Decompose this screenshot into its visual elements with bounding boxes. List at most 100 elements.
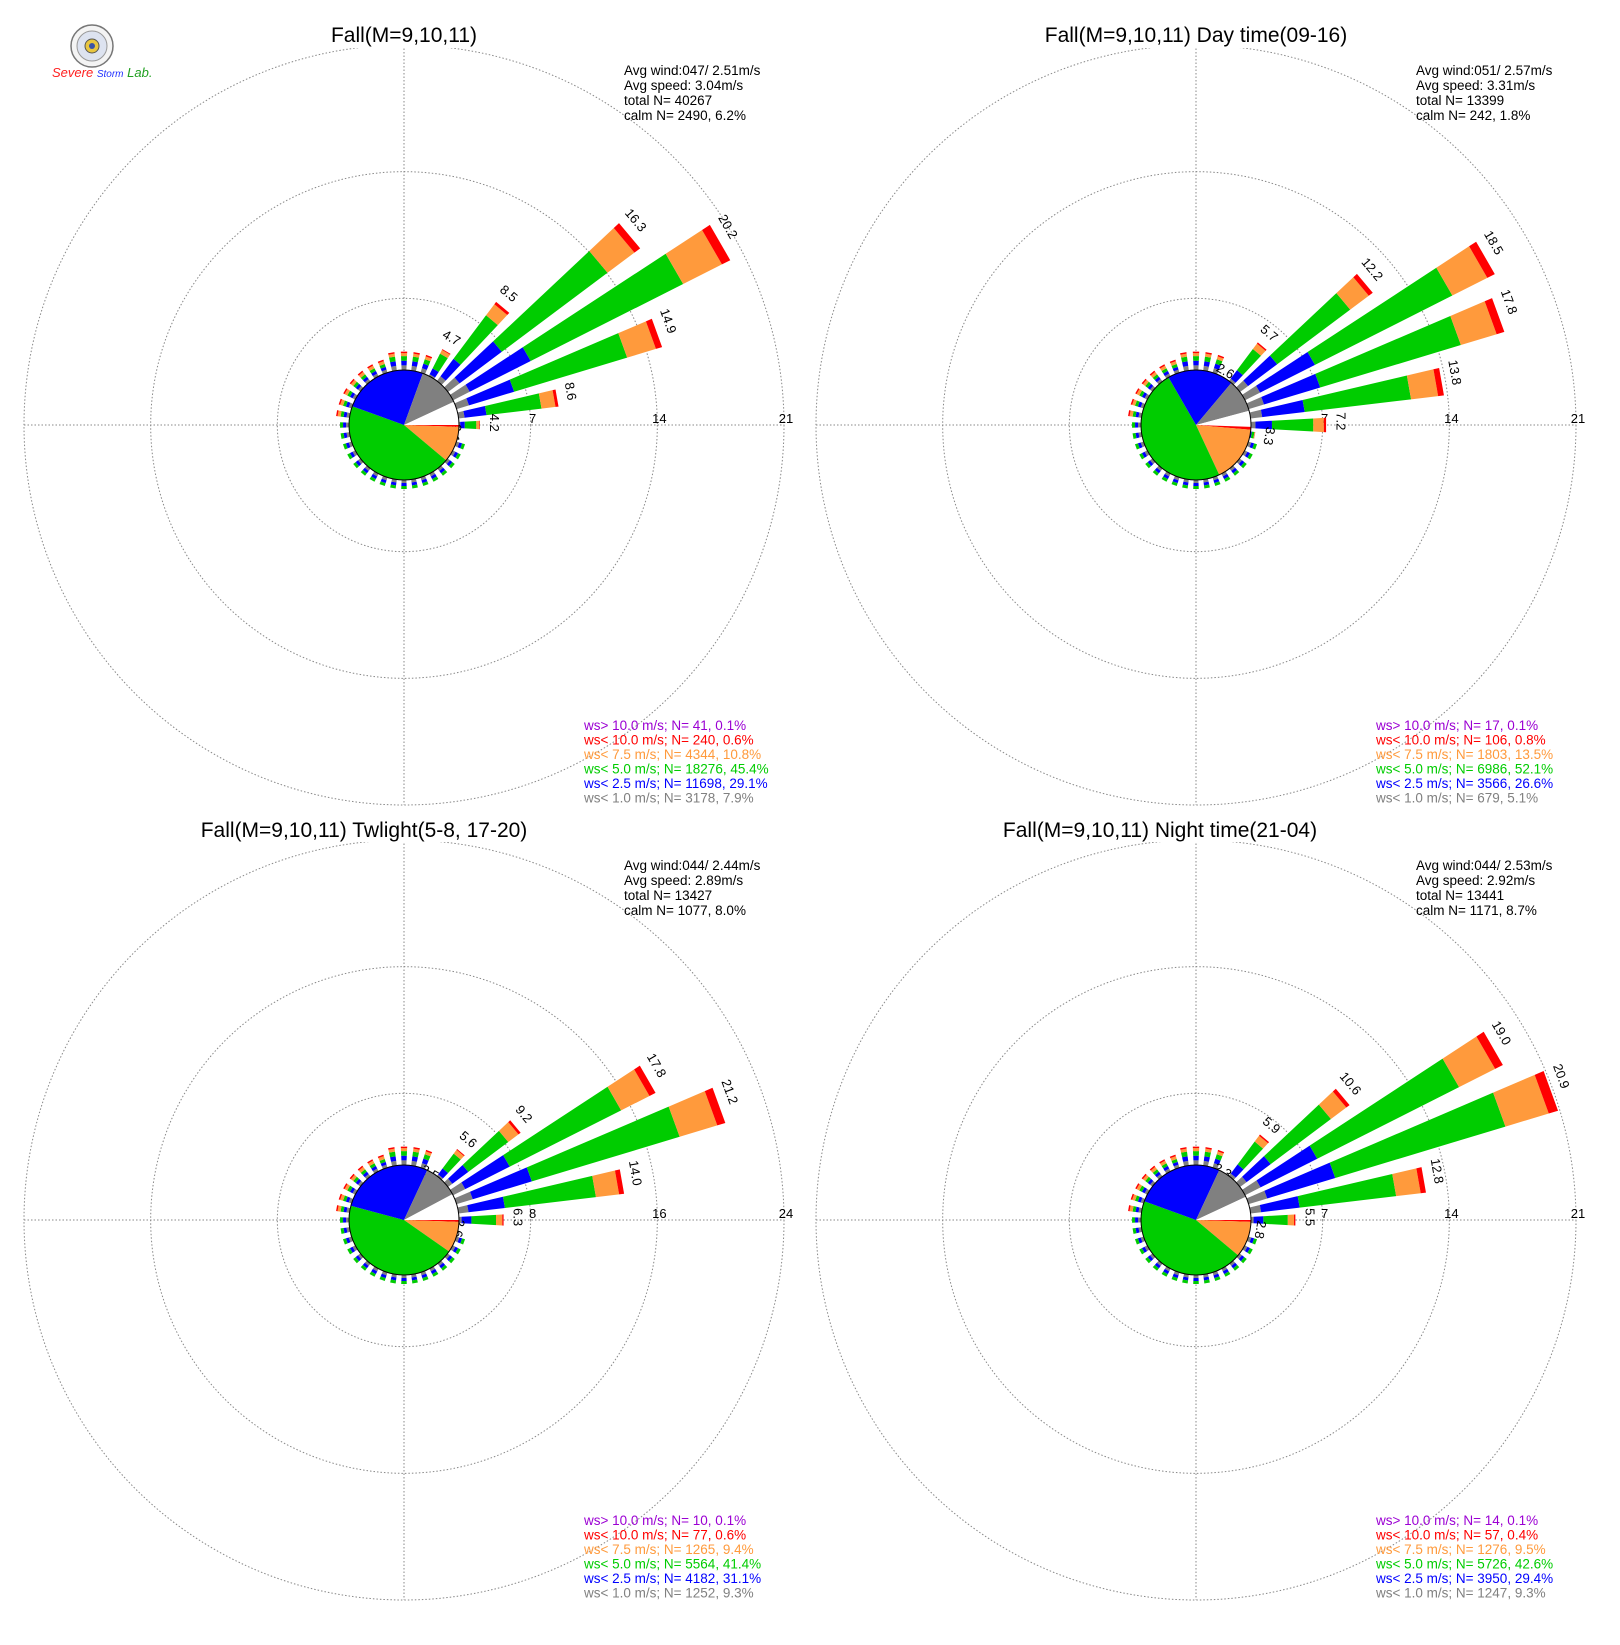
minor-petal-segment (340, 432, 345, 439)
ring-label: 21 (779, 411, 793, 426)
minor-petal-segment (401, 1280, 407, 1284)
minor-petal-segment (369, 368, 376, 374)
minor-petal-segment (340, 1217, 344, 1223)
minor-petal-segment (1152, 1264, 1159, 1271)
minor-petal-segment (1193, 1160, 1199, 1166)
calm-circle-slice (1196, 410, 1251, 427)
ring-label: 14 (1444, 1206, 1458, 1221)
minor-petal-segment (413, 353, 420, 358)
petal-segment (1254, 1135, 1269, 1149)
minor-petal-segment (1171, 1158, 1178, 1164)
minor-petal-segment (1163, 370, 1170, 377)
minor-petal-segment (1139, 1185, 1145, 1192)
calm-circle-slice (1196, 1220, 1251, 1256)
minor-petal-segment (1142, 379, 1149, 387)
petal-segment (1260, 399, 1305, 418)
minor-petal-segment (345, 442, 351, 449)
minor-petal-segment (1203, 484, 1210, 489)
logo-text-storm: Storm (96, 69, 124, 80)
minor-petal-segment (379, 481, 386, 487)
minor-petal-segment (372, 1168, 379, 1174)
petal-value-label: 2.8 (1251, 1220, 1269, 1240)
calm-circle-slice (404, 1170, 453, 1220)
minor-petal-segment (452, 451, 459, 458)
legend-entry: ws< 10.0 m/s; N= 77, 0.6% (583, 1528, 746, 1543)
minor-petal-segment (400, 1151, 408, 1156)
minor-petal-segment (1154, 1262, 1161, 1269)
petal-segment (460, 421, 465, 429)
minor-petal-segment (420, 475, 427, 481)
petal-segment (444, 1178, 453, 1188)
petal-segment (1250, 421, 1256, 429)
petal-segment (1259, 1134, 1270, 1144)
minor-petal-segment (429, 471, 436, 477)
petal-segment (503, 1086, 622, 1167)
minor-petal-segment (355, 383, 362, 390)
stats-line: Avg wind:047/ 2.51m/s (624, 63, 761, 78)
minor-petal-segment (1132, 399, 1137, 406)
minor-petal-segment (1141, 1173, 1147, 1180)
minor-petal-segment (1213, 478, 1220, 484)
minor-petal-segment (367, 364, 374, 369)
minor-petal-segment (349, 1173, 355, 1180)
minor-petal-segment (1137, 1196, 1143, 1203)
minor-petal-segment (1140, 402, 1146, 409)
minor-petal-segment (1129, 1205, 1134, 1212)
minor-petal-segment (343, 1183, 348, 1190)
minor-petal-segment (444, 458, 451, 465)
minor-petal-segment (342, 400, 348, 407)
petal-value-label: 21.2 (718, 1077, 741, 1106)
petal-segment (1336, 277, 1369, 310)
minor-petal-segment (1192, 1151, 1200, 1156)
minor-petal-segment (348, 1236, 354, 1243)
minor-petal-segment (1238, 1255, 1245, 1262)
petal-segment (457, 1205, 469, 1214)
minor-petal-segment (429, 1266, 436, 1272)
minor-petal-segment (1182, 481, 1189, 486)
minor-petal-segment (348, 1197, 354, 1204)
minor-petal-segment (345, 401, 351, 408)
calm-circle-slice (404, 373, 454, 425)
minor-petal-segment (413, 352, 420, 355)
minor-petal-segment (1244, 1246, 1251, 1253)
minor-petal-segment (1145, 462, 1152, 469)
minor-petal-segment (411, 484, 418, 489)
minor-petal-segment (1164, 373, 1171, 379)
minor-petal-segment (390, 1156, 397, 1162)
petal-value-label: 10.6 (1337, 1069, 1365, 1098)
legend-entry: ws< 7.5 m/s; N= 1276, 9.5% (1375, 1542, 1546, 1557)
minor-petal-segment (400, 353, 408, 357)
minor-petal-segment (362, 467, 369, 474)
petal-segment (1236, 380, 1249, 393)
minor-petal-segment (1154, 467, 1161, 474)
petal-segment (448, 1164, 469, 1184)
minor-petal-segment (364, 465, 371, 472)
stats-line: calm N= 2490, 6.2% (624, 108, 746, 123)
minor-petal-segment (1128, 1205, 1131, 1212)
petal-segment (441, 349, 451, 355)
petal-segment (508, 1120, 521, 1135)
minor-petal-segment (340, 1227, 345, 1234)
minor-petal-segment (1247, 1248, 1253, 1255)
minor-petal-segment (371, 1268, 378, 1275)
minor-petal-segment (412, 1151, 419, 1158)
minor-petal-segment (1212, 1270, 1219, 1276)
minor-petal-segment (1159, 1159, 1166, 1164)
minor-petal-segment (430, 1268, 437, 1275)
minor-petal-segment (360, 1264, 367, 1271)
petal-segment (538, 390, 556, 409)
ring-label: 24 (779, 1206, 793, 1221)
minor-petal-segment (1244, 451, 1251, 458)
minor-petal-segment (411, 1276, 418, 1281)
minor-petal-segment (1135, 1183, 1140, 1190)
minor-petal-segment (1180, 1147, 1187, 1150)
minor-petal-segment (401, 1277, 407, 1281)
petal-segment (1309, 1058, 1460, 1159)
minor-petal-segment (441, 469, 448, 476)
minor-petal-segment (1172, 1161, 1179, 1167)
minor-petal-segment (1170, 1156, 1177, 1161)
minor-petal-segment (1161, 1163, 1168, 1169)
petal-segment (1450, 301, 1497, 346)
petal-value-label: 20.9 (1550, 1062, 1573, 1091)
minor-petal-segment (1136, 389, 1143, 396)
